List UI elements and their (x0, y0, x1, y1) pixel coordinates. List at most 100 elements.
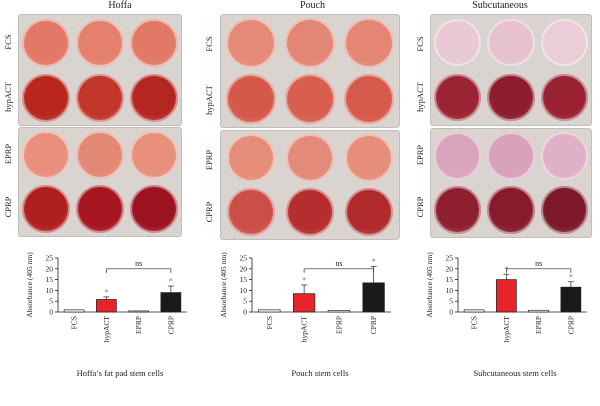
culture-well (286, 188, 334, 236)
comparison-label: ns (335, 259, 342, 268)
y-axis-label: Absorbance (405 nm) (25, 252, 34, 318)
culture-well (22, 185, 70, 233)
y-tick-label: 0 (449, 308, 453, 317)
culture-well (434, 73, 482, 122)
plate-row-label: EPRP (204, 149, 214, 171)
bar-hypact (496, 279, 517, 313)
y-tick-label: 5 (449, 297, 453, 306)
y-tick-label: 20 (46, 264, 54, 273)
x-tick-label: hypACT (300, 316, 309, 343)
plate-row-label: hypACT (3, 82, 13, 112)
culture-well (226, 188, 275, 236)
y-tick-label: 25 (446, 254, 454, 263)
y-tick-label: 20 (446, 264, 454, 273)
significance-asterisk: * (169, 277, 174, 287)
y-tick-label: 15 (46, 275, 54, 284)
bar-eprp (128, 310, 149, 313)
culture-plate (18, 14, 182, 126)
x-tick-label: FCS (265, 316, 274, 329)
plate-row-label: hypACT (415, 82, 425, 112)
y-tick-label: 10 (240, 286, 248, 295)
x-tick-label: CPRP (369, 316, 378, 334)
chart-caption-pouch: Pouch stem cells (291, 368, 349, 378)
x-tick-label: CPRP (166, 316, 175, 334)
culture-well (286, 134, 334, 182)
culture-well (487, 73, 535, 122)
culture-well (285, 18, 335, 68)
culture-well (76, 131, 124, 179)
comparison-label: ns (135, 259, 142, 268)
bar-eprp (327, 310, 350, 313)
culture-well (225, 18, 276, 68)
plate-row-label: CPRP (415, 196, 425, 218)
y-tick-label: 0 (243, 308, 247, 317)
y-tick-label: 0 (49, 308, 53, 317)
culture-well (487, 132, 535, 180)
bar-cprp (560, 286, 582, 313)
y-tick-label: 15 (240, 275, 248, 284)
plate-row-label: EPRP (415, 144, 425, 166)
x-tick-label: CPRP (566, 316, 575, 334)
culture-well (434, 18, 482, 67)
x-tick-label: EPRP (334, 316, 343, 334)
culture-well (345, 188, 394, 236)
y-tick-label: 5 (243, 297, 247, 306)
culture-plate (430, 128, 592, 238)
bar-fcs (258, 309, 281, 313)
culture-plate (220, 14, 400, 128)
culture-well (434, 186, 482, 234)
column-title-subcutaneous: Subcutaneous (472, 0, 528, 11)
y-tick-label: 5 (49, 297, 53, 306)
y-tick-label: 25 (46, 254, 54, 263)
culture-well (540, 18, 588, 67)
x-tick-label: EPRP (534, 316, 543, 334)
culture-well (76, 73, 124, 122)
culture-well (487, 186, 535, 234)
column-title-pouch: Pouch (300, 0, 325, 11)
culture-well (130, 73, 178, 122)
x-tick-label: hypACT (102, 316, 111, 343)
culture-well (76, 18, 124, 67)
bar-cprp (362, 282, 385, 313)
culture-well (434, 132, 482, 180)
comparison-label: ns (535, 259, 542, 268)
column-title-hoffa: Hoffa (108, 0, 132, 11)
x-tick-label: FCS (470, 316, 479, 329)
culture-well (130, 131, 178, 179)
culture-well (22, 73, 70, 122)
culture-well (130, 18, 178, 67)
bar-hypact (293, 293, 316, 313)
plate-row-label: FCS (415, 36, 425, 52)
y-axis-label: Absorbance (405 nm) (219, 252, 228, 318)
bar-fcs (463, 309, 485, 313)
culture-well (130, 185, 178, 233)
bar-cprp (160, 292, 182, 313)
plate-row-label: hypACT (204, 85, 214, 115)
culture-well (345, 134, 394, 182)
x-tick-label: hypACT (502, 316, 511, 343)
plate-row-label: FCS (204, 36, 214, 52)
significance-asterisk: * (104, 287, 109, 297)
chart-caption-hoffa: Hoffa’s fat pad stem cells (76, 368, 164, 378)
culture-plate (430, 14, 592, 126)
x-tick-label: FCS (70, 316, 79, 329)
culture-well (76, 185, 124, 233)
culture-well (22, 131, 70, 179)
significance-asterisk: * (569, 272, 574, 282)
plate-row-label: CPRP (204, 201, 214, 223)
culture-well (344, 18, 395, 68)
culture-well (344, 74, 395, 124)
culture-well (285, 74, 335, 124)
y-tick-label: 20 (240, 264, 248, 273)
plate-row-label: EPRP (3, 143, 13, 165)
bar-eprp (528, 309, 549, 313)
culture-plate (220, 130, 400, 240)
y-tick-label: 25 (240, 254, 248, 263)
plate-row-label: CPRP (3, 196, 13, 218)
y-axis-label: Absorbance (405 nm) (425, 252, 434, 318)
significance-asterisk: * (302, 276, 307, 286)
y-tick-label: 10 (46, 286, 54, 295)
culture-well (22, 18, 70, 67)
